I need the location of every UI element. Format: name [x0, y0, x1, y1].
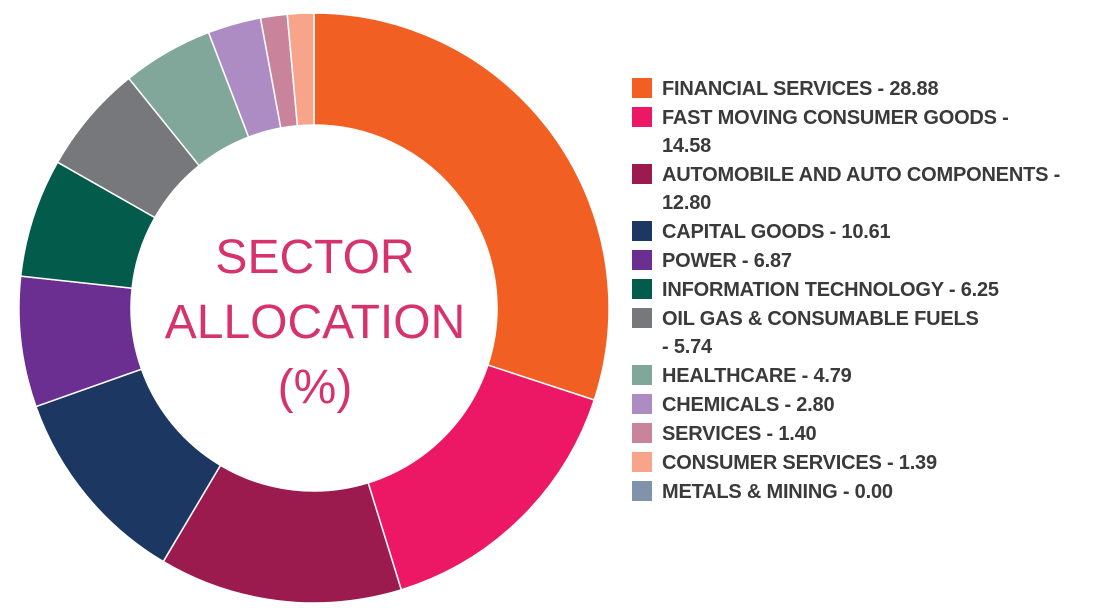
legend-label: POWER - 6.87: [662, 247, 792, 275]
legend-label-line: METALS & MINING - 0.00: [662, 481, 893, 503]
legend-item: INFORMATION TECHNOLOGY - 6.25: [632, 276, 1102, 304]
legend-swatch: [632, 221, 652, 241]
legend-label-line: POWER - 6.87: [662, 250, 792, 272]
chart-title-line: ALLOCATION: [164, 296, 466, 349]
pie-slice: [286, 12, 315, 127]
legend-label-line: CAPITAL GOODS - 10.61: [662, 221, 891, 243]
donut-chart: [18, 12, 610, 604]
legend-swatch: [632, 365, 652, 385]
legend-label-line: 14.58: [662, 135, 712, 157]
legend-item: OIL GAS & CONSUMABLE FUELS - 5.74: [632, 305, 1102, 361]
chart-title-line: SECTOR: [215, 231, 415, 284]
legend-label-line: - 5.74: [662, 336, 712, 358]
chart-title: SECTOR ALLOCATION (%): [130, 225, 500, 420]
legend-swatch: [632, 452, 652, 472]
legend-item: POWER - 6.87: [632, 247, 1102, 275]
legend-label-line: 12.80: [662, 192, 712, 214]
legend-swatch: [632, 394, 652, 414]
legend-swatch: [632, 481, 652, 501]
legend-label: CHEMICALS - 2.80: [662, 391, 835, 419]
legend-swatch: [632, 250, 652, 270]
legend-label-line: INFORMATION TECHNOLOGY - 6.25: [662, 279, 999, 301]
legend-label: CONSUMER SERVICES - 1.39: [662, 449, 937, 477]
legend-label-line: FAST MOVING CONSUMER GOODS -: [662, 107, 1009, 129]
legend: FINANCIAL SERVICES - 28.88 FAST MOVING CO…: [632, 75, 1102, 507]
legend-label: CAPITAL GOODS - 10.61: [662, 218, 891, 246]
pie-slice: [313, 12, 610, 401]
legend-label: FINANCIAL SERVICES - 28.88: [662, 75, 939, 103]
legend-label: HEALTHCARE - 4.79: [662, 362, 852, 390]
legend-item: AUTOMOBILE AND AUTO COMPONENTS - 12.80: [632, 161, 1102, 217]
legend-swatch: [632, 107, 652, 127]
legend-item: CAPITAL GOODS - 10.61: [632, 218, 1102, 246]
legend-label-line: HEALTHCARE - 4.79: [662, 365, 852, 387]
legend-item: FINANCIAL SERVICES - 28.88: [632, 75, 1102, 103]
legend-swatch: [632, 423, 652, 443]
legend-item: CONSUMER SERVICES - 1.39: [632, 449, 1102, 477]
legend-item: METALS & MINING - 0.00: [632, 478, 1102, 506]
legend-label: SERVICES - 1.40: [662, 420, 817, 448]
legend-label: METALS & MINING - 0.00: [662, 478, 893, 506]
legend-swatch: [632, 279, 652, 299]
legend-label-line: SERVICES - 1.40: [662, 423, 817, 445]
legend-swatch: [632, 308, 652, 328]
legend-label: FAST MOVING CONSUMER GOODS - 14.58: [662, 104, 1009, 160]
chart-title-line: (%): [277, 361, 353, 414]
legend-item: HEALTHCARE - 4.79: [632, 362, 1102, 390]
legend-label-line: CHEMICALS - 2.80: [662, 394, 835, 416]
legend-label: OIL GAS & CONSUMABLE FUELS - 5.74: [662, 305, 979, 361]
legend-label-line: OIL GAS & CONSUMABLE FUELS: [662, 308, 979, 330]
legend-label-line: FINANCIAL SERVICES - 28.88: [662, 78, 939, 100]
legend-label-line: AUTOMOBILE AND AUTO COMPONENTS -: [662, 164, 1061, 186]
legend-label: AUTOMOBILE AND AUTO COMPONENTS - 12.80: [662, 161, 1060, 217]
legend-item: CHEMICALS - 2.80: [632, 391, 1102, 419]
legend-swatch: [632, 164, 652, 184]
legend-item: SERVICES - 1.40: [632, 420, 1102, 448]
legend-swatch: [632, 78, 652, 98]
legend-label: INFORMATION TECHNOLOGY - 6.25: [662, 276, 999, 304]
legend-item: FAST MOVING CONSUMER GOODS - 14.58: [632, 104, 1102, 160]
legend-label-line: CONSUMER SERVICES - 1.39: [662, 452, 937, 474]
